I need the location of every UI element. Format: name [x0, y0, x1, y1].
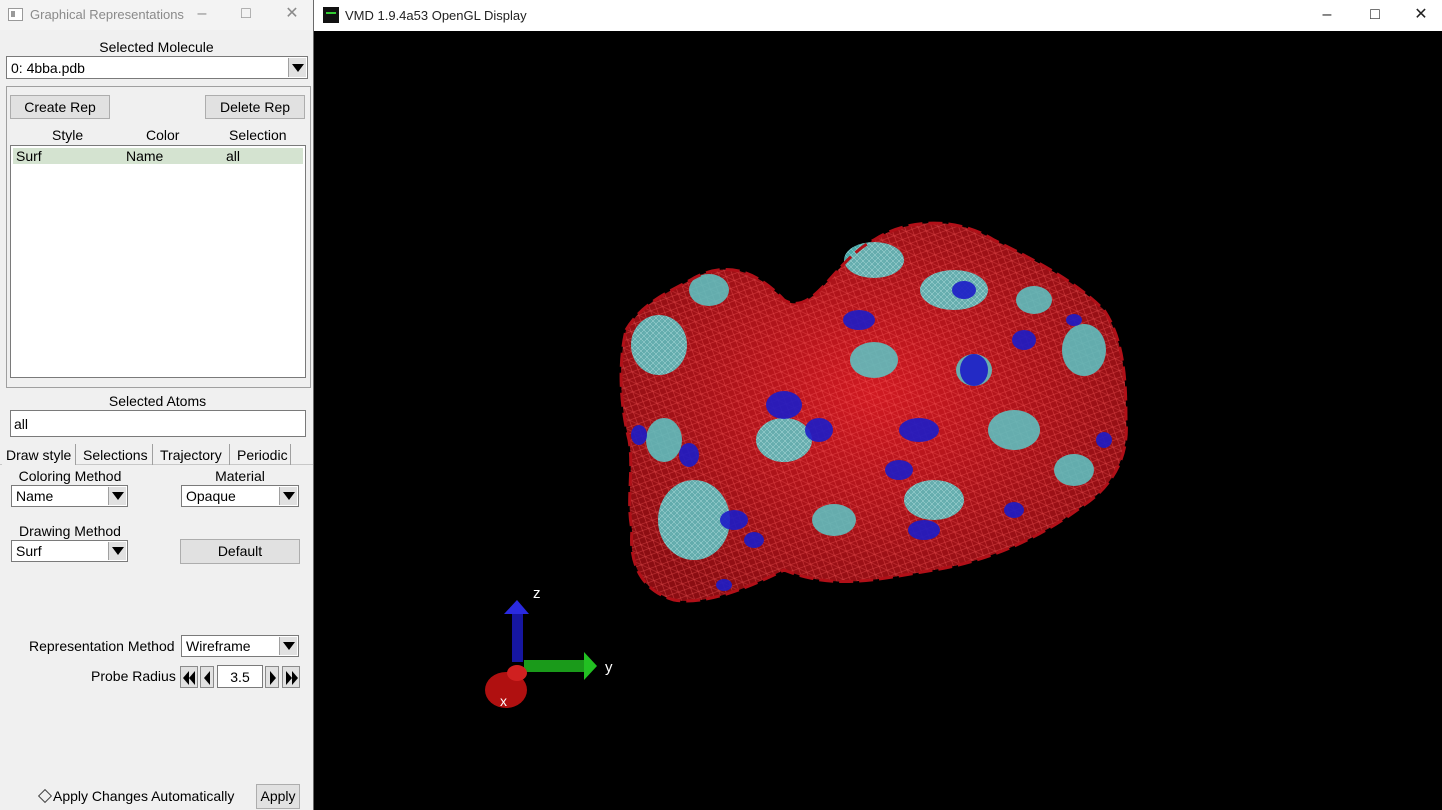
maximize-icon[interactable]: □ — [241, 5, 251, 22]
default-button[interactable]: Default — [180, 539, 300, 564]
tab-divider — [0, 464, 313, 465]
window-icon — [8, 8, 23, 21]
tab-draw-style[interactable]: Draw style — [2, 444, 76, 465]
axes-indicator: z y x — [485, 585, 613, 709]
chevron-down-icon[interactable] — [108, 487, 126, 505]
drawing-method-label: Drawing Method — [19, 523, 121, 539]
drawing-method-dropdown[interactable]: Surf — [11, 540, 128, 562]
reps-list[interactable]: Surf Name all — [10, 145, 306, 378]
opengl-canvas[interactable]: z y x — [314, 31, 1441, 810]
opengl-display-window: VMD 1.9.4a53 OpenGL Display – □ ✕ — [313, 0, 1442, 810]
representation-method-label: Representation Method — [29, 638, 175, 654]
delete-rep-button[interactable]: Delete Rep — [205, 95, 305, 119]
display-titlebar[interactable]: VMD 1.9.4a53 OpenGL Display – □ ✕ — [314, 0, 1442, 31]
create-rep-label: Create Rep — [24, 99, 96, 115]
graphical-representations-window: Graphical Representations – □ ✕ Selected… — [0, 0, 313, 810]
rep-color: Name — [126, 148, 164, 164]
selected-molecule-label: Selected Molecule — [99, 39, 214, 55]
display-window-title: VMD 1.9.4a53 OpenGL Display — [345, 8, 527, 23]
selected-atoms-value: all — [14, 415, 29, 432]
drawing-method-value: Surf — [16, 543, 42, 559]
chevron-down-icon[interactable] — [288, 58, 306, 77]
reps-titlebar[interactable]: Graphical Representations – □ ✕ — [0, 0, 313, 30]
material-dropdown[interactable]: Opaque — [181, 485, 299, 507]
default-label: Default — [217, 543, 263, 559]
apply-auto-label: Apply Changes Automatically — [53, 788, 235, 804]
close-icon[interactable]: ✕ — [1414, 6, 1428, 23]
apply-button[interactable]: Apply — [256, 784, 300, 809]
tab-selections[interactable]: Selections — [79, 444, 153, 465]
tab-trajectory[interactable]: Trajectory — [156, 444, 230, 465]
apply-auto-checkbox[interactable] — [37, 788, 53, 804]
tab-periodic[interactable]: Periodic — [233, 444, 291, 465]
selected-molecule-value: 0: 4bba.pdb — [11, 59, 85, 76]
minimize-icon[interactable]: – — [1322, 6, 1332, 23]
selected-atoms-label: Selected Atoms — [108, 393, 207, 409]
delete-rep-label: Delete Rep — [219, 99, 291, 115]
column-header-selection: Selection — [229, 127, 287, 143]
chevron-down-icon[interactable] — [108, 542, 126, 560]
probe-radius-input[interactable]: 3.5 — [217, 665, 263, 688]
selected-atoms-input[interactable]: all — [10, 410, 306, 437]
list-item[interactable]: Surf Name all — [13, 148, 303, 164]
protein-surface — [619, 221, 1128, 603]
increase-fast-icon[interactable] — [282, 666, 300, 688]
y-axis-label: y — [605, 659, 613, 676]
probe-radius-label: Probe Radius — [91, 668, 176, 684]
close-icon[interactable]: ✕ — [285, 5, 299, 22]
coloring-method-label: Coloring Method — [18, 468, 122, 484]
column-header-style: Style — [52, 127, 84, 143]
representation-method-value: Wireframe — [186, 638, 251, 654]
column-header-color: Color — [146, 127, 180, 143]
representation-method-dropdown[interactable]: Wireframe — [181, 635, 299, 657]
chevron-down-icon[interactable] — [279, 487, 297, 505]
probe-radius-value: 3.5 — [230, 668, 250, 685]
rep-style: Surf — [16, 148, 42, 164]
maximize-icon[interactable]: □ — [1370, 6, 1380, 23]
decrease-fast-icon[interactable] — [180, 666, 198, 688]
rep-selection: all — [226, 148, 241, 164]
reps-window-title: Graphical Representations — [30, 7, 184, 22]
vmd-app-icon — [323, 7, 339, 23]
x-axis-label: x — [500, 693, 507, 709]
decrease-icon[interactable] — [200, 666, 214, 688]
chevron-down-icon[interactable] — [279, 637, 297, 655]
increase-icon[interactable] — [265, 666, 279, 688]
z-axis-label: z — [533, 585, 541, 602]
reps-groupbox — [6, 86, 311, 388]
material-value: Opaque — [186, 488, 236, 504]
material-label: Material — [215, 468, 265, 484]
coloring-method-dropdown[interactable]: Name — [11, 485, 128, 507]
create-rep-button[interactable]: Create Rep — [10, 95, 110, 119]
minimize-icon[interactable]: – — [197, 5, 207, 22]
selected-molecule-dropdown[interactable]: 0: 4bba.pdb — [6, 56, 308, 79]
coloring-method-value: Name — [16, 488, 54, 504]
apply-label: Apply — [260, 788, 296, 804]
